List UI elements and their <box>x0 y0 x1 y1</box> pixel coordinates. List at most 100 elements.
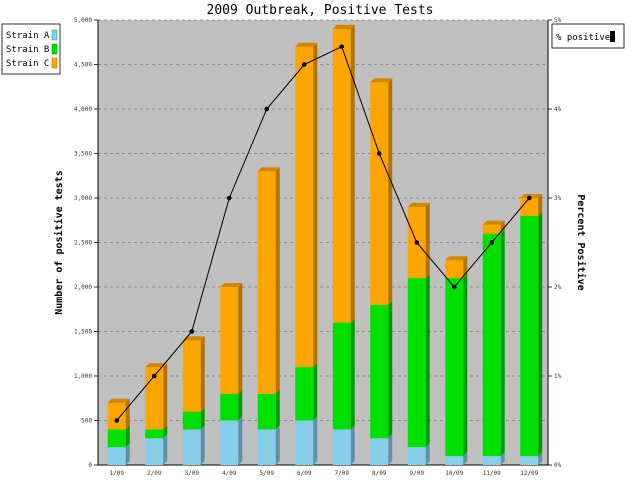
y-tick-label: 2,000 <box>74 284 92 291</box>
y-tick-label: 5,000 <box>74 17 92 24</box>
x-tick-label: 6/09 <box>297 470 312 477</box>
y-tick-label: 3,000 <box>74 195 92 202</box>
bar-front <box>332 322 351 430</box>
percent-line <box>116 46 530 421</box>
bar-top <box>407 202 430 207</box>
x-tick-label: 7/09 <box>335 470 350 477</box>
bar-strain-a <box>370 434 393 465</box>
bar-front <box>107 447 126 465</box>
bar-front <box>182 411 201 430</box>
bar-strain-c <box>220 283 243 394</box>
bar-front <box>220 287 239 394</box>
x-tick-label: 3/09 <box>185 470 200 477</box>
bar-side <box>200 407 205 430</box>
y-tick-label: 2,500 <box>74 240 92 247</box>
bar-side <box>350 425 355 465</box>
bar-strain-c <box>182 336 205 412</box>
bar-strain-c <box>107 398 130 430</box>
bar-side <box>500 229 505 457</box>
bar-side <box>313 42 318 368</box>
bar-front <box>332 429 351 465</box>
bar-side <box>200 425 205 465</box>
percent-point <box>301 62 307 67</box>
y-tick-label: 4,500 <box>74 62 92 69</box>
bar-side <box>538 211 543 457</box>
bar-strain-b <box>107 425 130 448</box>
legend-swatch <box>610 31 615 42</box>
bar-top <box>520 194 543 198</box>
bar-top <box>145 363 168 368</box>
bar-strain-a <box>107 443 130 465</box>
bar-side <box>425 202 430 279</box>
plot-area: 0 500 1,000 1,500 2,000 2,500 3,000 3,500 4,000 4… <box>74 17 562 477</box>
bar-strain-b <box>520 211 543 457</box>
bar-front <box>370 304 389 439</box>
bar-strain-a <box>257 425 280 465</box>
bar-top <box>107 398 130 403</box>
bar-side <box>350 24 355 323</box>
bar-front <box>445 260 464 279</box>
bar-strain-b <box>407 274 430 448</box>
bar-strain-b <box>220 389 243 421</box>
bar-strain-b <box>370 300 393 439</box>
bar-side <box>463 452 468 465</box>
legend-entry-label: % positive <box>556 33 610 43</box>
bar-strain-c <box>407 202 430 279</box>
percent-point <box>526 195 532 201</box>
y2-axis-title: Percent Positive <box>575 194 587 290</box>
percent-point <box>376 151 382 156</box>
bar-strain-b <box>257 389 280 430</box>
chart-title: 2009 Outbreak, Positive Tests <box>207 3 434 18</box>
bar-front <box>407 447 426 465</box>
bar-front <box>407 278 426 448</box>
bar-side <box>425 443 430 465</box>
bar-side <box>238 416 243 465</box>
bar-front <box>257 429 276 465</box>
bar-strain-b <box>295 363 318 421</box>
bar-front <box>257 393 276 430</box>
x-tick-label: 11/09 <box>483 470 501 477</box>
bar-front <box>332 28 351 323</box>
y-tick-label: 1,000 <box>74 373 92 380</box>
bar-side <box>275 389 280 430</box>
bar-side <box>500 452 505 465</box>
percent-point <box>264 106 270 112</box>
percent-point <box>114 418 120 423</box>
bar-front <box>520 198 539 216</box>
bar-strain-a <box>445 452 468 465</box>
y2-tick-label: 5% <box>554 17 562 24</box>
legend-entry-label: Strain C <box>6 59 49 69</box>
y2-tick-label: 2% <box>554 284 562 291</box>
bar-front <box>145 367 164 430</box>
bar-strain-b <box>332 318 355 430</box>
y2-tick-label: 0% <box>554 462 562 469</box>
x-tick-label: 8/09 <box>372 470 387 477</box>
legend-strains: Strain A Strain B Strain C <box>1 23 61 75</box>
bar-side <box>463 274 468 457</box>
bar-strain-a <box>145 434 168 465</box>
bar-side <box>388 434 393 465</box>
bar-side <box>388 78 393 305</box>
bar-front <box>482 456 501 465</box>
bar-front <box>220 393 239 421</box>
bar-strain-c <box>370 78 393 305</box>
bar-top <box>220 283 243 287</box>
legend-swatch <box>51 43 58 55</box>
bar-side <box>388 300 393 439</box>
bar-strain-c <box>295 42 318 368</box>
x-tick-label: 5/09 <box>260 470 275 477</box>
bar-side <box>200 336 205 412</box>
y-axis-title: Number of positive tests <box>53 170 65 315</box>
percent-point <box>414 240 420 245</box>
bar-side <box>275 167 280 394</box>
percent-point <box>489 240 495 245</box>
bar-top <box>445 256 468 261</box>
bar-strain-c <box>520 194 543 216</box>
legend-swatch <box>51 57 58 69</box>
bar-side <box>538 452 543 465</box>
bar-top <box>332 24 355 29</box>
bar-front <box>295 46 314 368</box>
bar-front <box>182 429 201 465</box>
percent-point <box>189 329 195 334</box>
